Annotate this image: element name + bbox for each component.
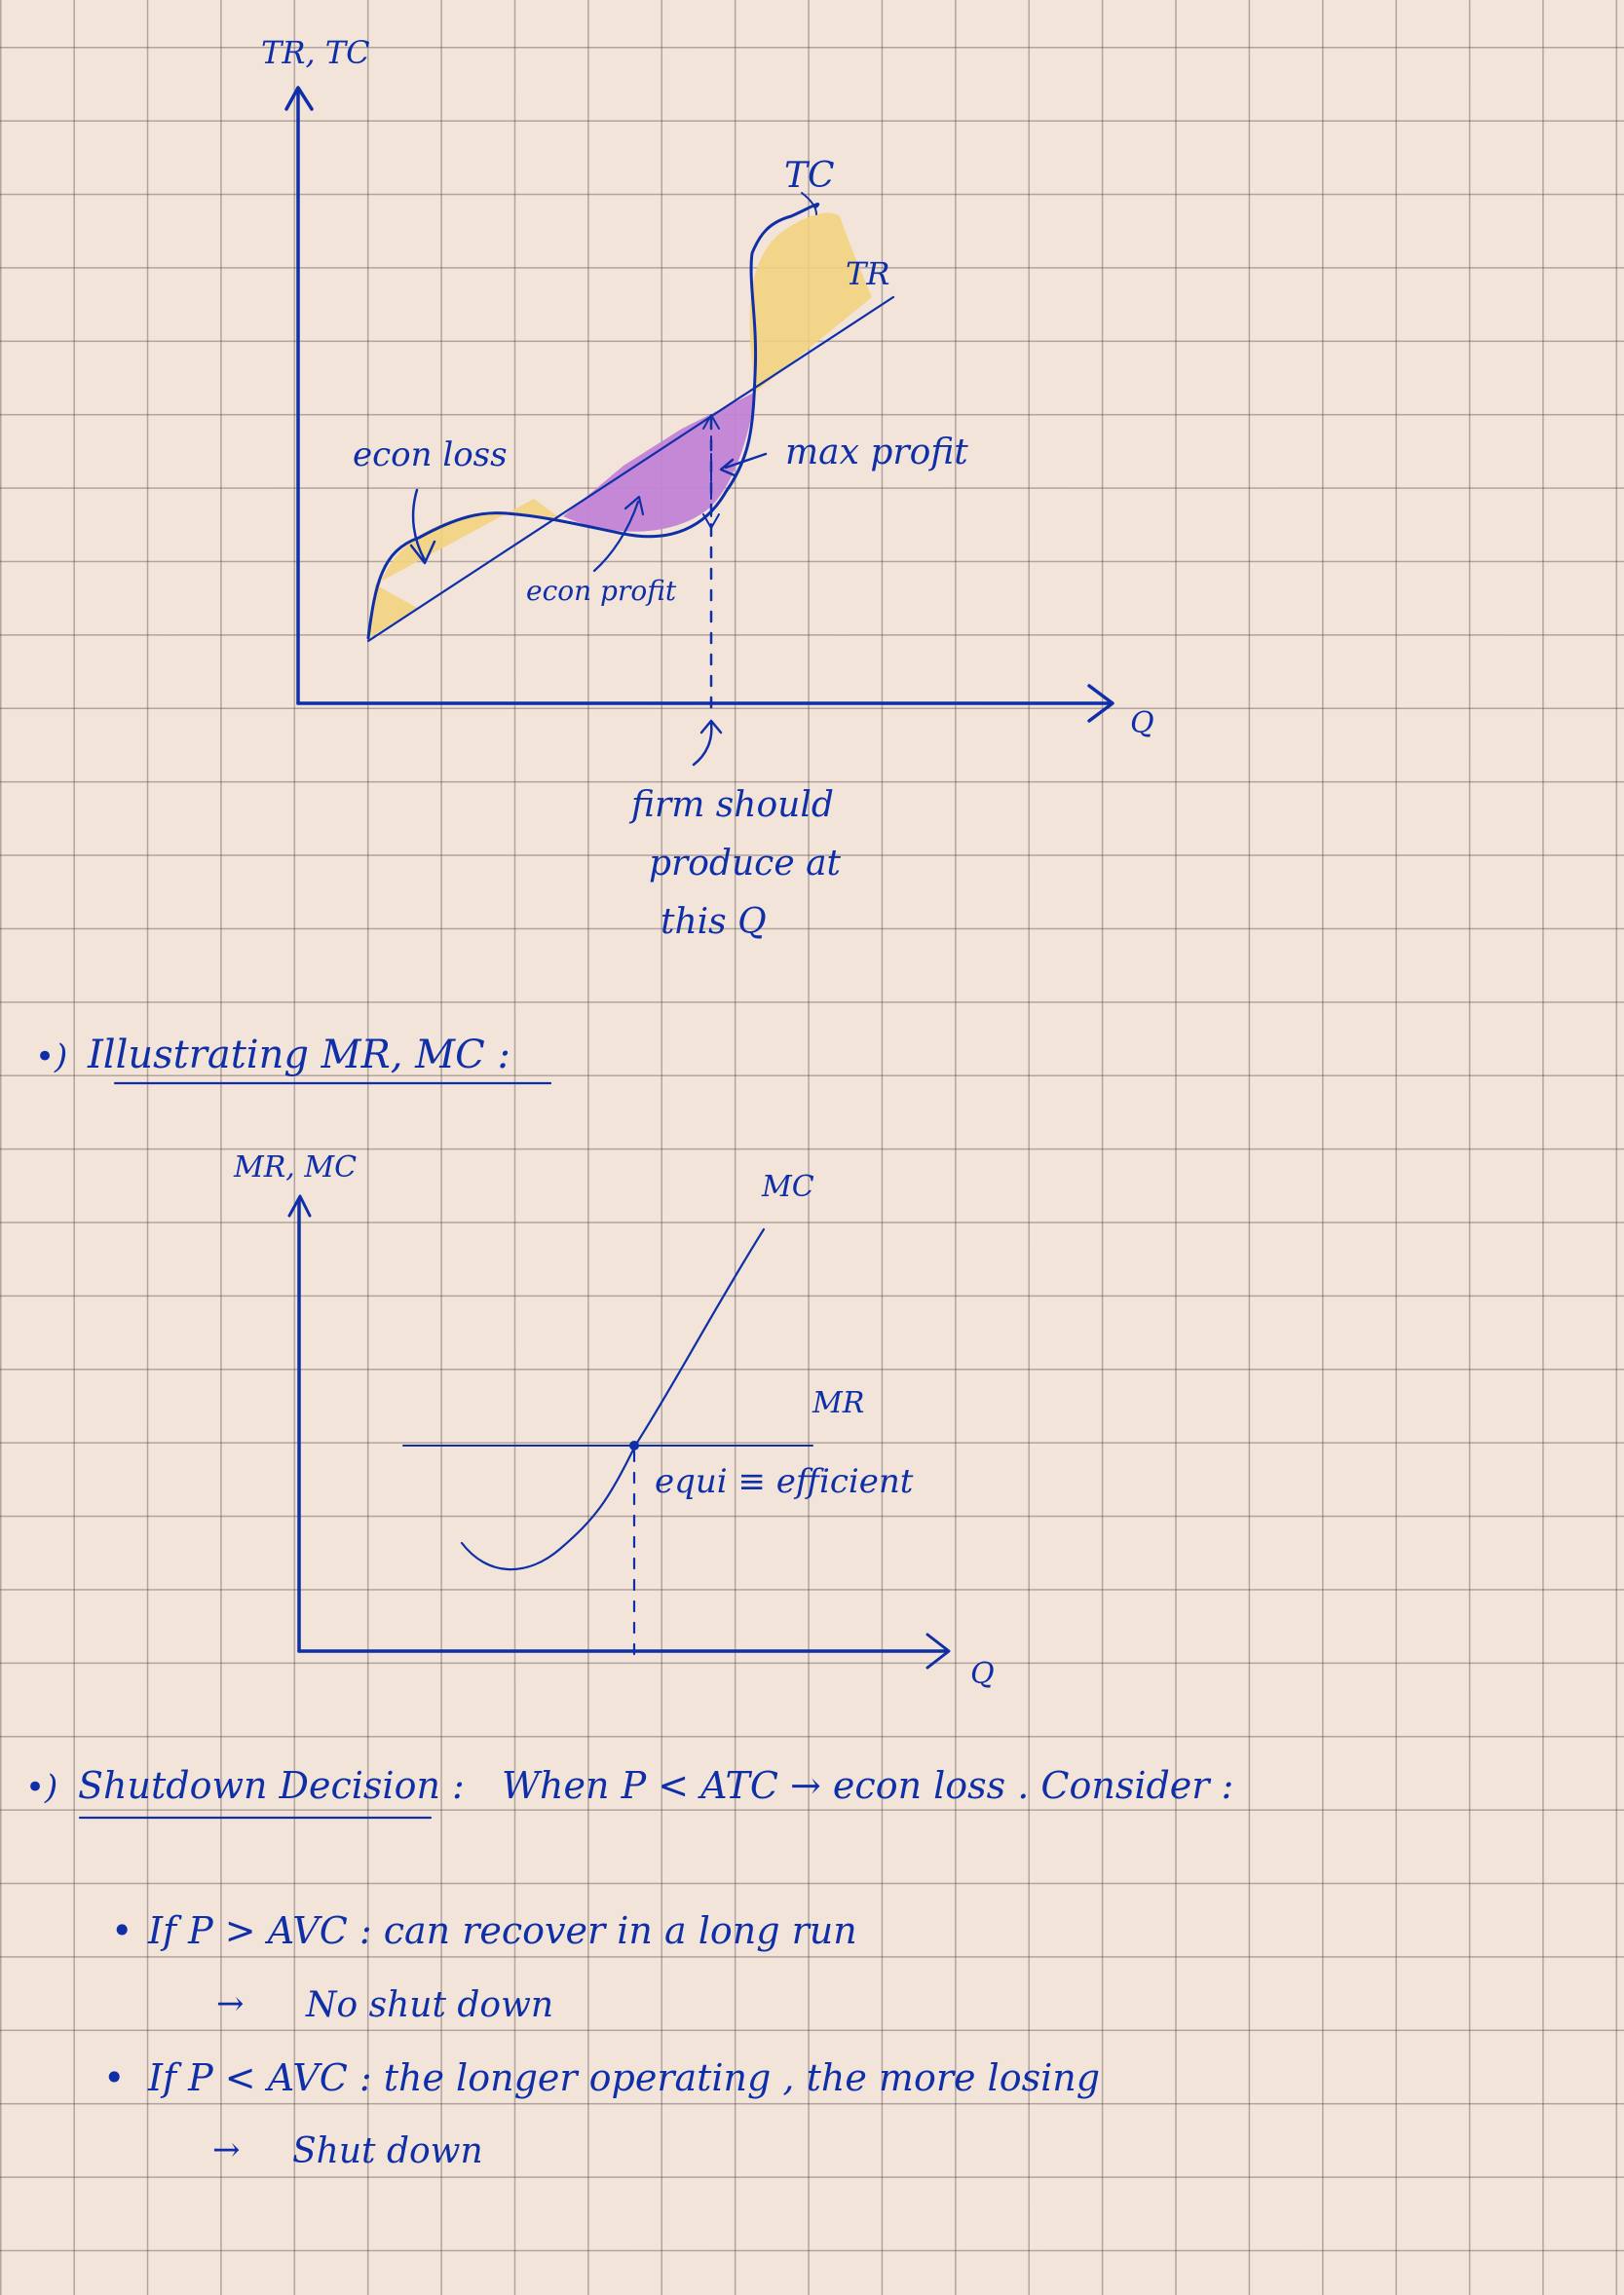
mr-mc-graph: MR, MC Q MC MR equi ≡ efficient bbox=[233, 1150, 995, 1691]
econ-loss-pointer-arrow bbox=[411, 488, 427, 562]
x-axis-arrowhead bbox=[1087, 684, 1114, 723]
mr-mc-section-heading: •) Illustrating MR, MC : bbox=[35, 1033, 552, 1085]
case1-result: No shut down bbox=[305, 1985, 553, 2025]
max-profit-gap-arrow-bottom bbox=[702, 513, 720, 529]
econ-loss-region-left bbox=[368, 499, 560, 638]
case1-arrow: → bbox=[216, 1984, 245, 2023]
x-axis-2-arrowhead bbox=[925, 1633, 951, 1670]
mr-label: MR bbox=[812, 1386, 864, 1420]
case2-line: If P < AVC : the longer operating , the … bbox=[147, 2056, 1100, 2099]
firm-note-arrowhead bbox=[699, 719, 723, 734]
firm-note-line1: firm should bbox=[628, 785, 834, 825]
shutdown-heading: Shutdown Decision : bbox=[78, 1764, 465, 1807]
mr-mc-heading: Illustrating MR, MC : bbox=[87, 1033, 510, 1077]
econ-loss-pointer-arrowhead bbox=[409, 540, 436, 565]
shutdown-section: •) Shutdown Decision : When P < ATC → ec… bbox=[25, 1764, 1233, 2171]
case2-arrow: → bbox=[212, 2130, 241, 2169]
econ-loss-region-right bbox=[749, 212, 872, 392]
econ-profit-pointer-head bbox=[623, 495, 645, 516]
tr-tc-graph: TR, TC Q TC TR econ loss max profit econ… bbox=[261, 34, 1154, 942]
econ-profit-label: econ profit bbox=[526, 575, 677, 607]
x-axis-2-label: Q bbox=[970, 1657, 995, 1691]
mr-mc-bullet: •) bbox=[35, 1037, 67, 1076]
y-axis-arrowhead bbox=[284, 86, 314, 111]
tc-curve bbox=[366, 202, 820, 640]
mc-curve bbox=[460, 1227, 766, 1571]
y-axis-label: TR, TC bbox=[261, 34, 370, 71]
max-profit-label: max profit bbox=[785, 433, 968, 472]
econ-profit-region bbox=[563, 392, 756, 532]
tr-label: TR bbox=[846, 255, 889, 292]
equilibrium-point bbox=[629, 1441, 639, 1450]
equilibrium-label: equi ≡ efficient bbox=[655, 1462, 914, 1501]
firm-note-arrow bbox=[692, 721, 713, 767]
mc-label: MC bbox=[761, 1170, 814, 1204]
econ-loss-region-left-fill bbox=[368, 584, 419, 638]
y-axis-2-arrowhead bbox=[287, 1194, 312, 1218]
case1-bullet: • bbox=[111, 1909, 132, 1952]
y-axis-2-label: MR, MC bbox=[233, 1150, 357, 1185]
case2-bullet: • bbox=[103, 2056, 125, 2099]
tr-line bbox=[366, 295, 895, 643]
case2-result: Shut down bbox=[292, 2131, 483, 2171]
max-profit-pointer-head bbox=[719, 458, 736, 477]
firm-note-line3: this Q bbox=[661, 902, 767, 942]
shutdown-intro: When P < ATC → econ loss . Consider : bbox=[502, 1764, 1233, 1807]
shutdown-bullet: •) bbox=[25, 1768, 57, 1807]
case1-line: If P > AVC : can recover in a long run bbox=[147, 1909, 857, 1952]
econ-loss-label: econ loss bbox=[353, 435, 508, 474]
firm-note-line2: produce at bbox=[649, 844, 842, 884]
max-profit-pointer bbox=[724, 452, 768, 470]
x-axis-label: Q bbox=[1130, 706, 1154, 740]
econ-profit-pointer bbox=[592, 500, 640, 573]
tc-label-tail bbox=[801, 192, 817, 215]
tc-label: TC bbox=[784, 156, 835, 196]
max-profit-gap-arrow-top bbox=[702, 414, 720, 430]
